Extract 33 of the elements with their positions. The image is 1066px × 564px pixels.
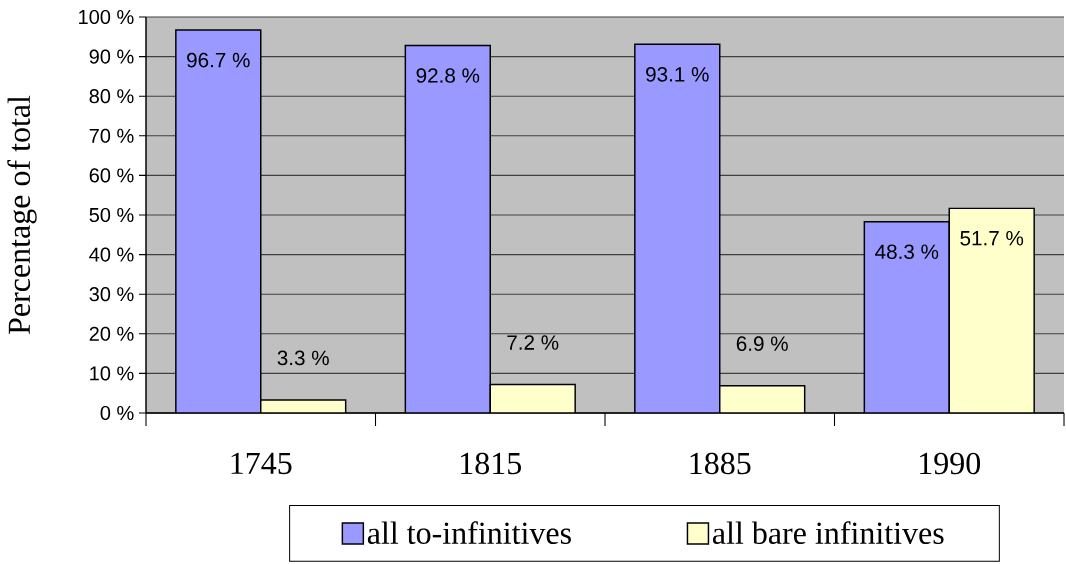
bar xyxy=(634,44,720,413)
y-tick-label: 90 % xyxy=(89,49,134,64)
bar xyxy=(175,30,261,413)
y-tick-label: 80 % xyxy=(89,89,134,104)
bar xyxy=(863,220,950,413)
bar xyxy=(948,207,1035,413)
y-tick-label: 30 % xyxy=(89,287,134,302)
y-tick-label: 70 % xyxy=(89,128,134,143)
legend-label: all to-infinitives xyxy=(367,521,571,544)
bar xyxy=(490,384,576,413)
y-tick-label: 0 % xyxy=(100,405,134,421)
bar xyxy=(405,45,491,413)
y-tick-label: 40 % xyxy=(89,247,134,262)
y-tick-label: 10 % xyxy=(90,366,134,381)
data-label: 48.3 % xyxy=(875,244,939,260)
legend-label: all bare infinitives xyxy=(712,521,944,544)
bar xyxy=(719,385,805,413)
data-label: 92.8 % xyxy=(416,68,480,83)
y-tick-label: 100 % xyxy=(79,9,134,25)
data-label: 96.7 % xyxy=(187,52,250,68)
y-tick-label: 20 % xyxy=(89,326,134,341)
data-label: 7.2 % xyxy=(507,335,559,350)
y-axis-title: Percentage of total xyxy=(7,95,37,335)
x-tick-label: 1885 xyxy=(690,452,751,475)
y-tick-label: 50 % xyxy=(89,207,134,223)
data-label: 3.3 % xyxy=(277,350,329,366)
data-label: 6.9 % xyxy=(736,336,788,351)
data-label: 51.7 % xyxy=(960,230,1024,246)
y-tick-label: 60 % xyxy=(89,168,134,183)
x-tick-label: 1815 xyxy=(461,452,521,475)
data-label: 93.1 % xyxy=(646,67,709,82)
x-tick-label: 1745 xyxy=(231,452,292,475)
x-tick-label: 1990 xyxy=(920,452,981,475)
